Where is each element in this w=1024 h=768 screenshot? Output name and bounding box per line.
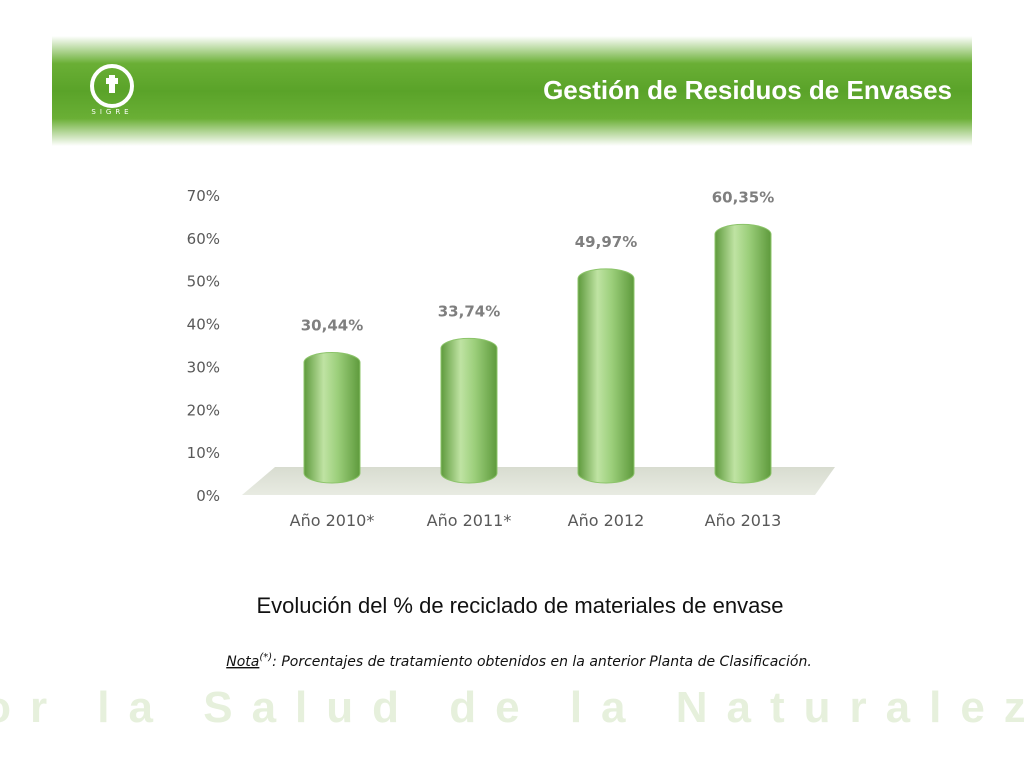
header-title: Gestión de Residuos de Envases xyxy=(543,75,952,105)
x-tick-label: Año 2012 xyxy=(568,511,645,530)
footer-slogan: Por la Salud de la Naturaleza xyxy=(0,683,1024,732)
note-mark: (*) xyxy=(259,652,272,663)
bar xyxy=(440,337,498,484)
y-tick-label: 70% xyxy=(187,187,220,205)
value-label: 49,97% xyxy=(575,233,637,251)
y-tick-label: 40% xyxy=(187,316,220,334)
y-tick-label: 60% xyxy=(187,230,220,248)
value-label: 60,35% xyxy=(712,188,774,206)
x-tick-label: Año 2013 xyxy=(705,511,782,530)
chart-floor xyxy=(242,467,835,495)
x-tick-label: Año 2010* xyxy=(290,511,375,530)
logo: SIGRE xyxy=(90,64,134,116)
logo-text: SIGRE xyxy=(91,108,132,116)
y-tick-label: 10% xyxy=(187,444,220,462)
bar xyxy=(577,268,635,484)
y-tick-label: 0% xyxy=(196,487,220,505)
x-tick-label: Año 2011* xyxy=(427,511,512,530)
header-band xyxy=(52,36,972,146)
y-tick-label: 50% xyxy=(187,273,220,291)
y-tick-label: 20% xyxy=(187,401,220,419)
y-tick-label: 30% xyxy=(187,358,220,376)
note-label: Nota xyxy=(226,654,259,670)
caption: Evolución del % de reciclado de material… xyxy=(256,593,783,618)
bar xyxy=(714,223,772,484)
bar xyxy=(303,352,361,484)
note-text: : Porcentajes de tratamiento obtenidos e… xyxy=(272,654,812,670)
note: Nota(*): Porcentajes de tratamiento obte… xyxy=(226,652,812,670)
value-label: 33,74% xyxy=(438,302,500,320)
value-label: 30,44% xyxy=(301,317,363,335)
chart: 0% 10% 20% 30% 40% 50% 60% 70% Año 2010* 30,44% Añ… xyxy=(187,187,782,530)
